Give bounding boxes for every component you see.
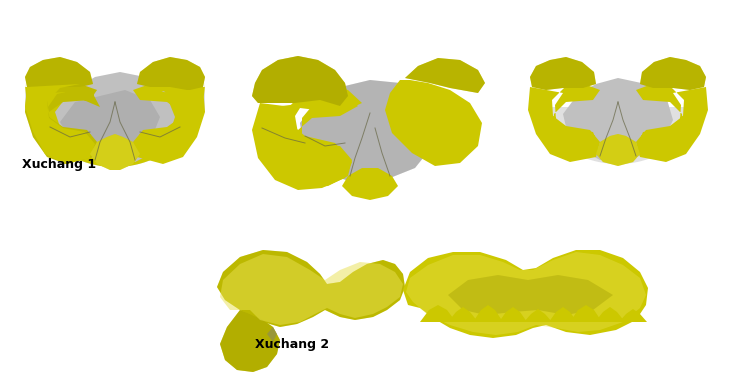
Polygon shape bbox=[595, 307, 625, 322]
Polygon shape bbox=[217, 250, 405, 327]
Polygon shape bbox=[60, 90, 160, 157]
Polygon shape bbox=[220, 254, 403, 325]
Polygon shape bbox=[528, 84, 600, 162]
Text: Xuchang 1: Xuchang 1 bbox=[22, 158, 96, 171]
Polygon shape bbox=[220, 310, 280, 372]
Polygon shape bbox=[563, 78, 673, 160]
Polygon shape bbox=[217, 250, 405, 327]
Polygon shape bbox=[220, 310, 280, 372]
Polygon shape bbox=[25, 84, 95, 164]
Polygon shape bbox=[267, 327, 277, 342]
Polygon shape bbox=[596, 134, 640, 166]
Polygon shape bbox=[420, 305, 456, 322]
Polygon shape bbox=[90, 134, 140, 170]
Polygon shape bbox=[25, 84, 100, 164]
Polygon shape bbox=[524, 309, 552, 322]
Text: Xuchang 2: Xuchang 2 bbox=[255, 338, 329, 351]
Polygon shape bbox=[448, 275, 613, 315]
Polygon shape bbox=[25, 57, 93, 90]
Polygon shape bbox=[90, 134, 140, 170]
Polygon shape bbox=[25, 57, 93, 90]
Polygon shape bbox=[342, 168, 398, 200]
Polygon shape bbox=[530, 57, 596, 90]
Polygon shape bbox=[137, 57, 205, 90]
Polygon shape bbox=[25, 82, 205, 167]
Polygon shape bbox=[385, 80, 482, 166]
Polygon shape bbox=[25, 82, 205, 167]
Polygon shape bbox=[405, 58, 485, 93]
Polygon shape bbox=[448, 307, 478, 322]
Polygon shape bbox=[252, 86, 362, 190]
Polygon shape bbox=[255, 93, 358, 188]
Polygon shape bbox=[596, 134, 640, 166]
Polygon shape bbox=[300, 80, 438, 183]
Polygon shape bbox=[300, 80, 438, 183]
Polygon shape bbox=[636, 84, 708, 162]
Polygon shape bbox=[25, 84, 100, 164]
Polygon shape bbox=[133, 84, 205, 164]
Polygon shape bbox=[499, 307, 527, 322]
Polygon shape bbox=[530, 57, 596, 90]
Polygon shape bbox=[619, 309, 647, 322]
Polygon shape bbox=[252, 56, 348, 106]
Polygon shape bbox=[570, 305, 602, 322]
Polygon shape bbox=[137, 57, 205, 90]
Polygon shape bbox=[252, 56, 348, 106]
Polygon shape bbox=[403, 250, 648, 338]
Polygon shape bbox=[640, 57, 706, 90]
Polygon shape bbox=[55, 72, 175, 162]
Polygon shape bbox=[473, 305, 503, 322]
Polygon shape bbox=[530, 82, 706, 164]
Polygon shape bbox=[406, 252, 646, 335]
Polygon shape bbox=[640, 57, 706, 90]
Polygon shape bbox=[405, 58, 485, 93]
Polygon shape bbox=[549, 307, 577, 322]
